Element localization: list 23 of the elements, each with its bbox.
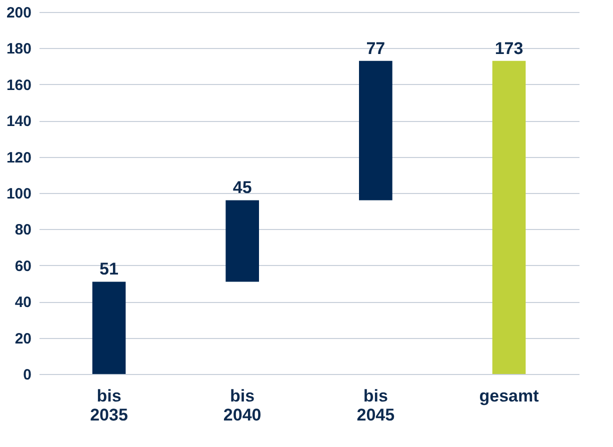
x-tick-label: bis 2045 [356,386,395,424]
y-tick-label: 0 [23,366,32,384]
bar [359,60,392,200]
bar [492,60,526,374]
y-tick-label: 200 [6,4,32,22]
bar [92,282,126,374]
y-tick-label: 80 [14,222,32,239]
data-label: 77 [366,38,386,58]
x-tick-label: bis 2040 [223,386,262,424]
x-tick-label: bis 2035 [90,386,128,424]
y-tick-label: 100 [6,186,32,202]
y-tick-label: 120 [6,149,32,166]
data-label: 45 [232,178,252,198]
x-tick-label: gesamt [479,386,540,406]
y-tick-label: 60 [14,258,32,275]
data-label: 173 [494,38,524,58]
y-tick-label: 20 [14,330,32,348]
y-tick-label: 180 [6,40,32,58]
y-tick-label: 140 [6,113,32,130]
y-tick-label: 40 [14,294,32,312]
y-tick-label: 160 [6,76,32,94]
data-label: 51 [100,260,118,279]
bar [226,200,259,282]
